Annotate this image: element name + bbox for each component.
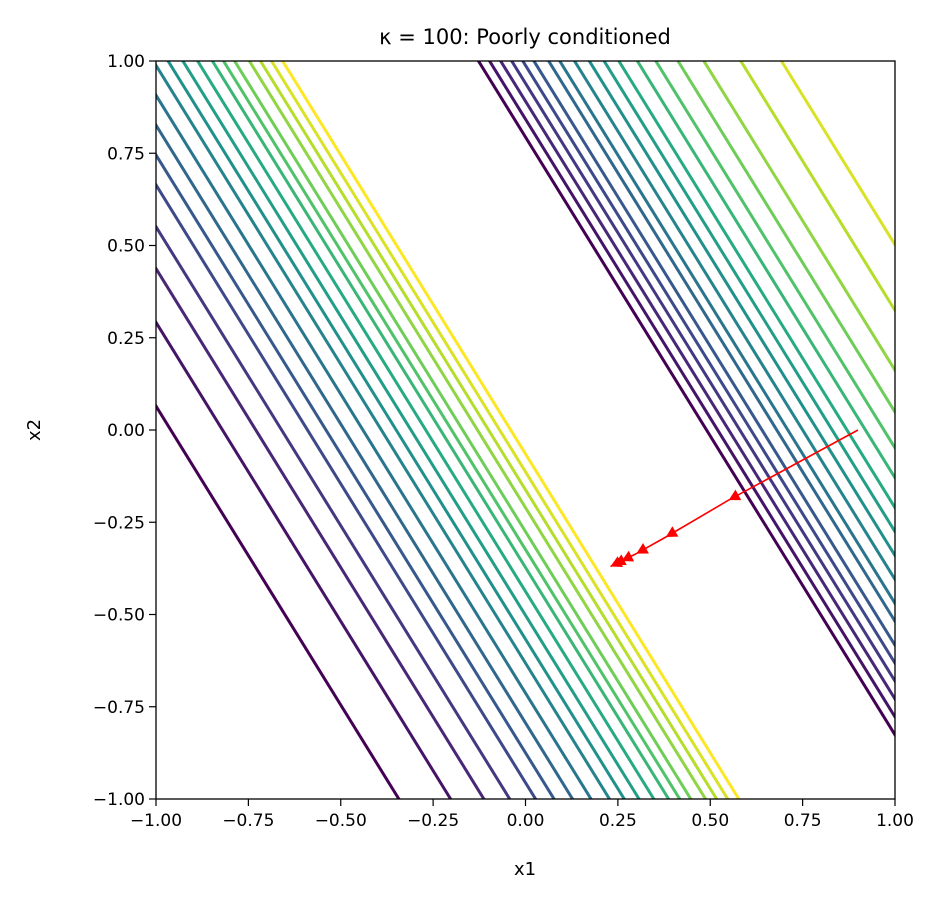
y-tick-label: 0.25 — [107, 329, 145, 349]
chart-title: κ = 100: Poorly conditioned — [379, 25, 671, 49]
contour-line — [779, 61, 895, 248]
contour-line — [739, 61, 895, 314]
contour-line — [654, 61, 895, 451]
contour-line — [156, 403, 401, 799]
x-tick-label: −1.00 — [130, 811, 182, 831]
x-axis-ticks: −1.00 −0.75 −0.50 −0.25 0.00 0.25 0.50 0.75 1.00 — [130, 799, 914, 831]
contour-line — [156, 122, 575, 799]
x-tick-label: 0.00 — [507, 811, 545, 831]
x-tick-label: 0.75 — [784, 811, 822, 831]
contour-line — [156, 265, 486, 799]
contour-line — [156, 152, 556, 799]
y-axis-label: x2 — [24, 419, 45, 441]
contour-line — [232, 61, 693, 799]
contour-line — [181, 61, 641, 799]
y-tick-label: −0.75 — [93, 698, 145, 718]
contour-line — [156, 319, 453, 799]
y-tick-label: 0.75 — [107, 144, 145, 164]
contour-line — [156, 92, 593, 799]
contour-line — [156, 182, 538, 799]
path-arrow-marker — [636, 542, 649, 554]
contour-line — [221, 61, 682, 799]
contour-line — [532, 61, 895, 649]
contour-line — [156, 62, 612, 799]
path-arrow-marker — [621, 550, 635, 562]
contour-line — [487, 61, 895, 720]
contour-line — [702, 61, 895, 374]
contour-line — [269, 61, 730, 799]
path-arrow-marker — [610, 556, 624, 567]
contour-line — [166, 61, 627, 799]
y-tick-label: 0.00 — [107, 421, 145, 441]
path-arrow-marker — [665, 526, 679, 537]
contour-line — [247, 61, 708, 799]
contour-line — [509, 61, 895, 684]
contour-line — [156, 223, 512, 799]
contour-line — [258, 61, 719, 799]
y-tick-label: −0.50 — [93, 606, 145, 626]
contour-line — [498, 61, 895, 702]
contour-line — [635, 61, 895, 481]
contour-line — [210, 61, 671, 799]
path-arrow-marker — [728, 489, 742, 501]
y-tick-label: 1.00 — [107, 52, 145, 72]
x-tick-label: 0.50 — [691, 811, 729, 831]
contour-line — [617, 61, 895, 511]
contour-line — [602, 61, 895, 535]
x-tick-label: −0.75 — [222, 811, 274, 831]
contour-line — [557, 61, 895, 607]
x-axis-label: x1 — [514, 859, 536, 880]
y-axis-ticks: −1.00 −0.75 −0.50 −0.25 0.00 0.25 0.50 0.75 1.00 — [93, 52, 156, 810]
descent-path — [610, 429, 859, 568]
x-tick-label: 1.00 — [876, 811, 914, 831]
contour-line — [280, 61, 741, 799]
y-tick-label: −0.25 — [93, 513, 145, 533]
contour-line — [521, 61, 895, 666]
contour-line — [195, 61, 656, 799]
x-tick-label: −0.25 — [407, 811, 459, 831]
contour-line — [572, 61, 895, 583]
x-tick-label: −0.50 — [315, 811, 367, 831]
y-tick-label: −1.00 — [93, 790, 145, 810]
contour-line — [587, 61, 895, 559]
contour-line — [476, 61, 895, 738]
contour-line — [546, 61, 895, 625]
x-tick-label: 0.25 — [599, 811, 637, 831]
y-tick-label: 0.50 — [107, 237, 145, 257]
contour-line — [676, 61, 895, 415]
